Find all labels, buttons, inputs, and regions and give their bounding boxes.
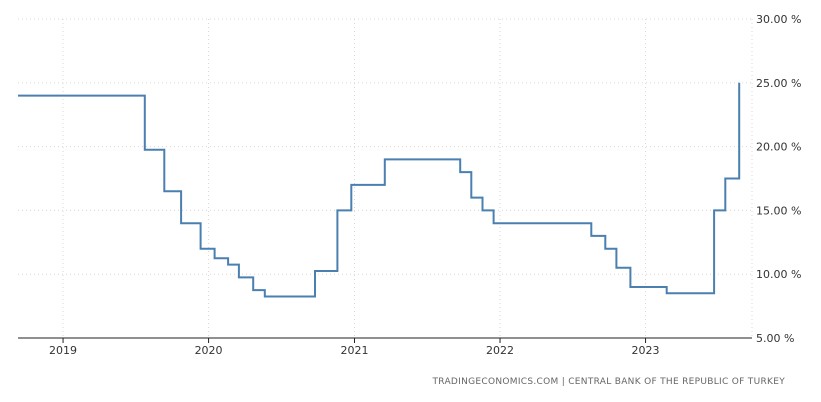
tick-labels: 5.00 % 10.00 % 15.00 % 20.00 % 25.00 % 30.00 …: [49, 13, 801, 357]
x-tick-label: 2021: [340, 344, 368, 357]
y-tick-label: 10.00 %: [756, 268, 801, 281]
y-tick-label: 20.00 %: [756, 141, 801, 154]
x-tick-label: 2023: [632, 344, 660, 357]
x-tick-label: 2022: [486, 344, 514, 357]
axes: [18, 337, 752, 343]
y-tick-label: 15.00 %: [756, 204, 801, 217]
x-tick-label: 2019: [49, 344, 77, 357]
source-label: TRADINGECONOMICS.COM | CENTRAL BANK OF T…: [431, 377, 785, 387]
series-line: [18, 82, 741, 298]
y-tick-label: 5.00 %: [756, 332, 794, 345]
y-tick-label: 25.00 %: [756, 77, 801, 90]
x-tick-label: 2020: [195, 344, 223, 357]
series: [18, 82, 741, 298]
y-tick-label: 30.00 %: [756, 13, 801, 26]
